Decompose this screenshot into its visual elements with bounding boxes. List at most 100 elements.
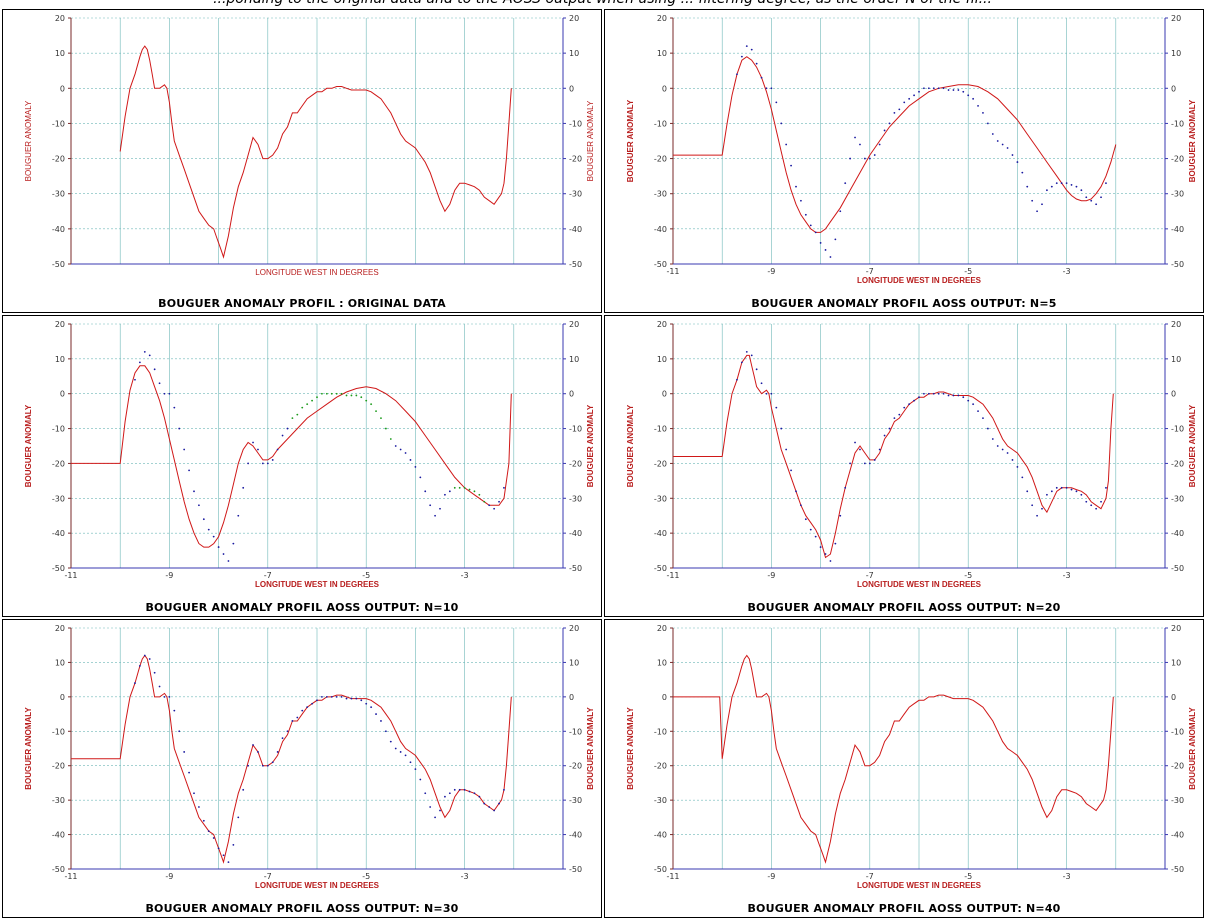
y-axis-label-right: BOUGUER ANOMALY — [1188, 707, 1197, 790]
data-point — [321, 392, 323, 395]
y-tick-label-right: -10 — [569, 727, 582, 736]
y-tick-label-left: -10 — [654, 727, 667, 736]
y-tick-label-right: -30 — [569, 190, 582, 199]
data-point — [972, 403, 975, 406]
data-point — [750, 354, 753, 357]
data-point — [394, 445, 397, 447]
figure-caption: ...ponding to the original data and to t… — [0, 0, 1205, 9]
data-point — [138, 664, 141, 667]
data-point — [780, 122, 783, 125]
data-point — [1095, 203, 1098, 206]
panel-title: BOUGUER ANOMALY PROFIL AOSS OUTPUT: N=30 — [145, 902, 459, 915]
data-point — [335, 392, 338, 395]
data-point — [977, 410, 979, 413]
y-tick-label-left: -50 — [52, 865, 65, 874]
y-tick-label-right: 10 — [1171, 49, 1181, 58]
y-axis-label-left: BOUGUER ANOMALY — [24, 100, 33, 181]
y-tick-label-right: 0 — [569, 693, 574, 702]
data-point — [809, 224, 812, 227]
y-tick-label-right: -40 — [1171, 831, 1184, 840]
data-point — [375, 410, 377, 413]
y-tick-label-right: -20 — [1171, 155, 1184, 164]
panel-title: BOUGUER ANOMALY PROFIL : ORIGINAL DATA — [158, 297, 446, 310]
x-tick-label: -11 — [666, 571, 679, 580]
data-point — [1055, 182, 1058, 185]
data-point — [790, 469, 792, 472]
y-tick-label-right: -40 — [1171, 529, 1184, 538]
data-point — [814, 535, 817, 538]
data-point — [276, 448, 279, 451]
y-tick-label-left: 20 — [657, 14, 667, 23]
y-tick-label-left: 0 — [662, 84, 667, 93]
data-point — [252, 441, 254, 444]
data-point — [394, 747, 397, 750]
data-point — [242, 486, 245, 489]
data-point — [281, 737, 284, 740]
y-tick-label-right: -30 — [569, 796, 582, 805]
data-point — [1046, 493, 1048, 496]
x-axis-label: LONGITUDE WEST IN DEGREES — [255, 881, 380, 890]
data-point — [178, 730, 181, 733]
chart-panel-2: 20 20 10 10 0 0 -10 -10 -20 -20 -30 -30 -40 -40 -50 -50… — [604, 9, 1204, 313]
y-tick-label-left: -10 — [52, 119, 65, 128]
data-point — [1100, 500, 1102, 503]
x-tick-label: -5 — [964, 872, 972, 881]
y-tick-label-left: 0 — [60, 693, 65, 702]
data-point — [1080, 493, 1083, 496]
data-point — [153, 671, 156, 674]
data-point — [365, 399, 368, 402]
data-point — [173, 406, 176, 409]
data-point — [291, 417, 294, 420]
data-point — [207, 830, 210, 833]
data-point — [937, 87, 940, 90]
data-point — [1085, 500, 1088, 503]
series-line — [119, 45, 512, 259]
data-point — [903, 101, 906, 104]
data-point — [967, 399, 970, 402]
data-point — [360, 396, 363, 399]
data-point — [1006, 147, 1009, 149]
data-point — [448, 792, 451, 795]
x-tick-label: -9 — [165, 571, 173, 580]
data-point — [424, 792, 427, 795]
data-point — [404, 754, 407, 757]
grid-lines — [70, 323, 564, 569]
data-point — [261, 462, 264, 465]
x-tick-label: -3 — [461, 872, 469, 881]
data-point — [1036, 210, 1038, 213]
data-point — [795, 185, 797, 188]
data-point — [183, 751, 186, 753]
y-tick-label-left: 0 — [60, 84, 65, 93]
data-point — [1070, 184, 1073, 186]
data-point — [370, 403, 373, 406]
data-point — [908, 403, 911, 406]
data-point — [770, 392, 773, 395]
data-point — [188, 469, 190, 472]
x-tick-label: -11 — [666, 267, 679, 276]
y-tick-label-right: 20 — [1171, 624, 1181, 633]
y-axis-label-right: BOUGUER ANOMALY — [1188, 99, 1197, 182]
y-tick-label-left: 20 — [657, 320, 667, 329]
data-point — [932, 87, 935, 90]
y-tick-label-right: 0 — [1171, 390, 1176, 399]
y-tick-label-left: -20 — [52, 762, 65, 771]
x-axis-label: LONGITUDE WEST IN DEGREES — [857, 580, 982, 589]
y-tick-label-right: 20 — [569, 624, 579, 633]
data-point — [134, 682, 136, 684]
x-axis-label: LONGITUDE WEST IN DEGREES — [255, 268, 378, 277]
data-point — [893, 417, 896, 420]
x-tick-label: -7 — [264, 872, 272, 881]
data-point — [350, 697, 353, 700]
data-point — [355, 394, 358, 397]
data-point — [903, 406, 906, 409]
data-point — [429, 806, 432, 808]
data-point — [1016, 466, 1019, 468]
data-point — [800, 504, 802, 507]
data-point — [795, 490, 797, 493]
data-point — [266, 764, 269, 767]
data-point — [301, 709, 304, 712]
y-axis-label-right: BOUGUER ANOMALY — [586, 100, 595, 181]
data-point — [937, 392, 940, 395]
data-point — [1100, 196, 1102, 199]
data-point — [918, 90, 920, 93]
